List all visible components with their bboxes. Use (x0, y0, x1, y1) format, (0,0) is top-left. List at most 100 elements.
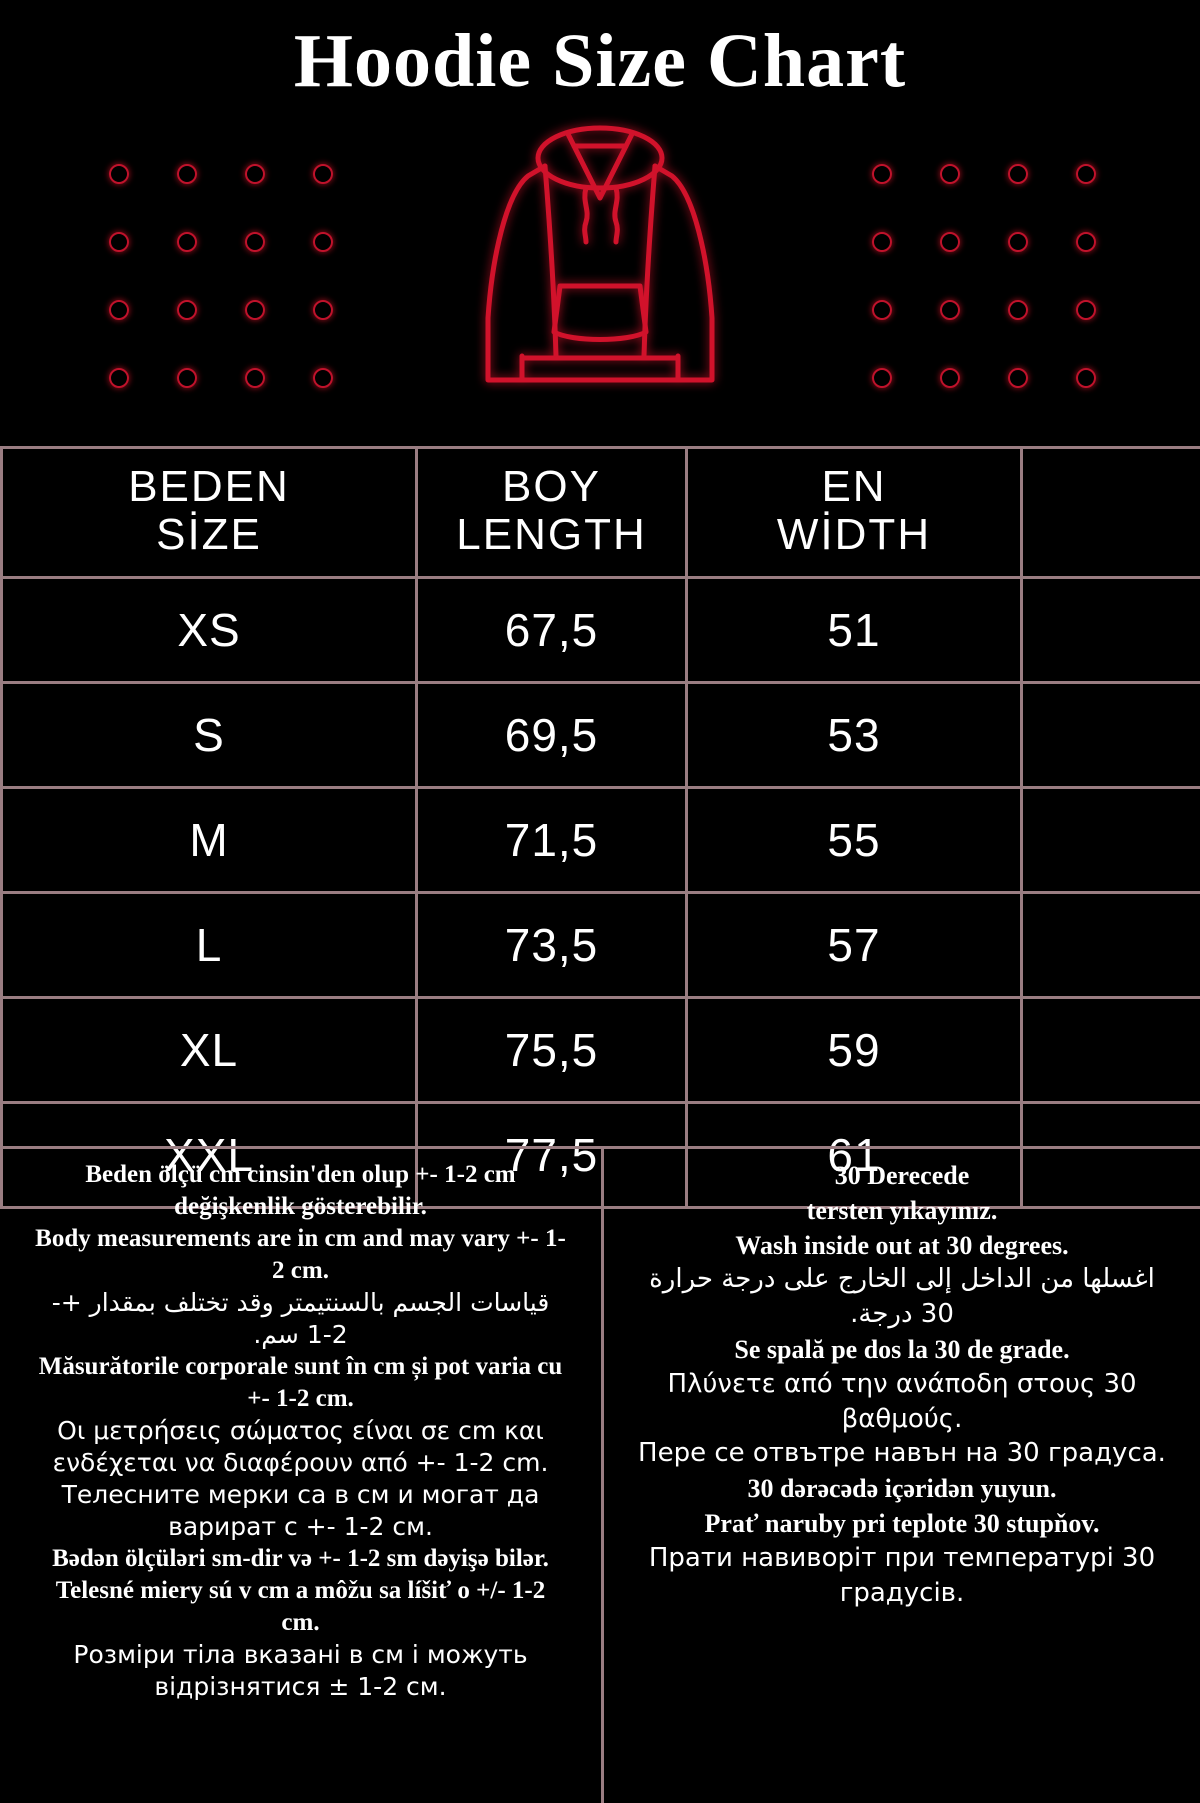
note-line: cm. (6, 1607, 595, 1638)
cell-blank (1022, 578, 1200, 683)
decorative-dot (313, 164, 333, 184)
decorative-dot (1076, 300, 1096, 320)
column-header-size: BEDEN SİZE (2, 448, 417, 578)
note-line: Body measurements are in cm and may vary… (6, 1223, 595, 1254)
decorative-dot (313, 232, 333, 252)
note-line: Măsurătorile corporale sunt în cm și pot… (6, 1351, 595, 1382)
decorative-dot (940, 232, 960, 252)
table-row: L 73,5 57 (2, 893, 1200, 998)
cell-blank (1022, 998, 1200, 1103)
decorative-dot (940, 164, 960, 184)
column-header-width-line1: EN (688, 463, 1020, 511)
note-line: градусів. (610, 1577, 1194, 1611)
note-line: 1-2 سم. (6, 1319, 595, 1350)
decorative-dot (872, 368, 892, 388)
decorative-dot (245, 164, 265, 184)
cell-length: 69,5 (417, 683, 687, 788)
note-line: tersten yıkayınız. (610, 1194, 1194, 1228)
decorative-dot (1076, 368, 1096, 388)
note-line: اغسلها من الداخل إلى الخارج على درجة حرا… (610, 1263, 1194, 1297)
cell-size: XL (2, 998, 417, 1103)
decorative-dot (245, 368, 265, 388)
note-line: Telesné miery sú v cm a môžu sa líšiť o … (6, 1575, 595, 1606)
note-line: варират с +- 1-2 см. (6, 1511, 595, 1542)
column-header-length: BOY LENGTH (417, 448, 687, 578)
decorative-dot (1008, 164, 1028, 184)
cell-size: L (2, 893, 417, 998)
note-line: Πλύνετε από την ανάποδη στους 30 (610, 1368, 1194, 1402)
column-header-width-line2: WİDTH (688, 511, 1020, 559)
decorative-dot (872, 164, 892, 184)
note-line: قياسات الجسم بالسنتيمتر وقد تختلف بمقدار… (6, 1287, 595, 1318)
note-line: 30 Derecede (610, 1159, 1194, 1193)
decorative-dot (177, 300, 197, 320)
table-body: XS 67,5 51 S 69,5 53 M 71,5 55 L 73,5 57 (2, 578, 1200, 1208)
cell-size: M (2, 788, 417, 893)
decorative-dot (940, 368, 960, 388)
decorative-dot (177, 368, 197, 388)
note-line: відрізнятися ± 1-2 см. (6, 1671, 595, 1702)
note-line: Прати навиворіт при температурі 30 (610, 1542, 1194, 1576)
decorative-dot (245, 232, 265, 252)
decorative-dot (940, 300, 960, 320)
column-header-blank (1022, 448, 1200, 578)
decorative-dot (1008, 368, 1028, 388)
note-line: Телесните мерки са в см и могат да (6, 1479, 595, 1510)
decorative-dot (872, 300, 892, 320)
cell-size: XS (2, 578, 417, 683)
note-line: 2 cm. (6, 1255, 595, 1286)
note-line: Prať naruby pri teplote 30 stupňov. (610, 1507, 1194, 1541)
note-line: 30 درجة. (610, 1298, 1194, 1332)
table-row: S 69,5 53 (2, 683, 1200, 788)
note-line: Bədən ölçüləri sm-dir və +- 1-2 sm dəyiş… (6, 1543, 595, 1574)
note-line: Wash inside out at 30 degrees. (610, 1229, 1194, 1263)
note-line: ενδέχεται να διαφέρουν από +- 1-2 cm. (6, 1447, 595, 1478)
cell-blank (1022, 893, 1200, 998)
decorative-dot (109, 300, 129, 320)
decorative-dot (109, 164, 129, 184)
cell-width: 55 (687, 788, 1022, 893)
decorative-dot (1076, 232, 1096, 252)
cell-length: 73,5 (417, 893, 687, 998)
table-row: M 71,5 55 (2, 788, 1200, 893)
dot-grid-right (848, 140, 1120, 412)
cell-length: 71,5 (417, 788, 687, 893)
table-header-row: BEDEN SİZE BOY LENGTH EN WİDTH (2, 448, 1200, 578)
decorative-dot (109, 368, 129, 388)
cell-width: 53 (687, 683, 1022, 788)
cell-blank (1022, 683, 1200, 788)
table-header: BEDEN SİZE BOY LENGTH EN WİDTH (2, 448, 1200, 578)
note-line: Розміри тіла вказані в см і можуть (6, 1639, 595, 1670)
note-line: Οι μετρήσεις σώματος είναι σε cm και (6, 1415, 595, 1446)
header-section: Hoodie Size Chart (0, 0, 1200, 446)
decorative-dot (1008, 232, 1028, 252)
note-line: Beden ölçü cm cinsin'den olup +- 1-2 cm (6, 1159, 595, 1190)
decorative-dot (313, 368, 333, 388)
decorative-dot (1076, 164, 1096, 184)
decorative-dot (177, 164, 197, 184)
note-line: Se spală pe dos la 30 de grade. (610, 1333, 1194, 1367)
decorative-dot (109, 232, 129, 252)
table-row: XS 67,5 51 (2, 578, 1200, 683)
column-header-length-line2: LENGTH (418, 511, 685, 559)
decorative-dot (177, 232, 197, 252)
column-header-size-line2: SİZE (3, 511, 415, 559)
cell-width: 59 (687, 998, 1022, 1103)
decorative-dot (1008, 300, 1028, 320)
note-line: değişkenlik gösterebilir. (6, 1191, 595, 1222)
column-header-length-line1: BOY (418, 463, 685, 511)
table-row: XL 75,5 59 (2, 998, 1200, 1103)
note-line: βαθμούς. (610, 1403, 1194, 1437)
note-line: Пере се отвътре навън на 30 градуса. (610, 1437, 1194, 1471)
decorative-dot (313, 300, 333, 320)
column-header-size-line1: BEDEN (3, 463, 415, 511)
cell-width: 57 (687, 893, 1022, 998)
column-header-width: EN WİDTH (687, 448, 1022, 578)
size-table: BEDEN SİZE BOY LENGTH EN WİDTH XS (0, 446, 1200, 1209)
decorative-dot (872, 232, 892, 252)
cell-length: 75,5 (417, 998, 687, 1103)
